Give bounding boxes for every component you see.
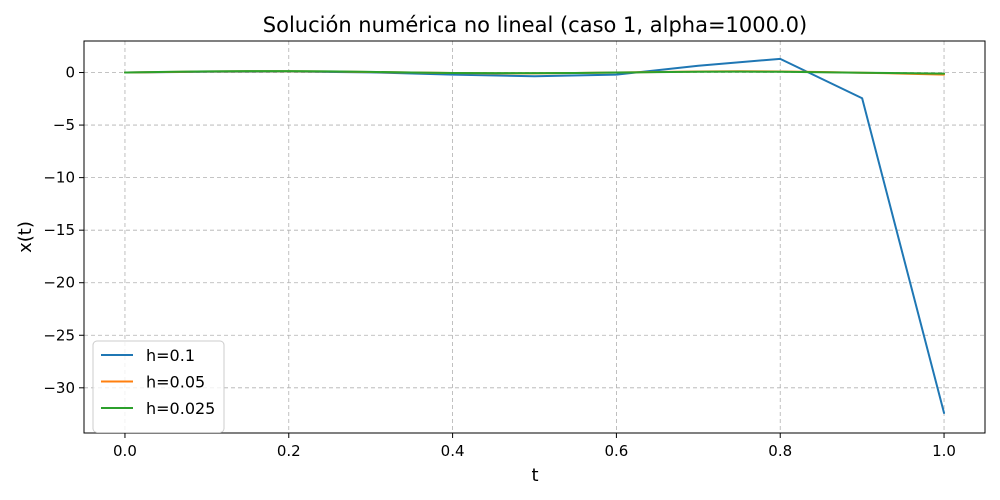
y-tick-label: −25 bbox=[43, 326, 75, 344]
y-tick-label: −30 bbox=[43, 379, 75, 397]
legend-label: h=0.025 bbox=[146, 399, 215, 418]
y-tick-label: −10 bbox=[43, 169, 75, 187]
series-line-3 bbox=[123, 70, 946, 75]
plot-frame bbox=[83, 40, 986, 434]
y-axis: 0 −5 −10 −15 −20 −25 −30 bbox=[43, 64, 84, 397]
legend-label: h=0.05 bbox=[146, 373, 205, 392]
y-tick-label: 0 bbox=[65, 64, 75, 82]
x-tick-label: 0.0 bbox=[113, 442, 137, 460]
x-tick-label: 0.8 bbox=[768, 442, 792, 460]
legend: h=0.1 h=0.05 h=0.025 bbox=[92, 340, 225, 433]
y-tick-label: −15 bbox=[43, 221, 75, 239]
x-tick-label: 0.4 bbox=[441, 442, 465, 460]
y-axis-label: x(t) bbox=[15, 221, 36, 253]
chart-title: Solución numérica no lineal (caso 1, alp… bbox=[263, 13, 807, 37]
x-axis: 0.0 0.2 0.4 0.6 0.8 1.0 bbox=[113, 433, 956, 460]
y-tick-label: −20 bbox=[43, 274, 75, 292]
x-tick-label: 1.0 bbox=[932, 442, 956, 460]
series-layer bbox=[123, 57, 946, 415]
legend-box bbox=[92, 340, 225, 433]
x-tick-label: 0.2 bbox=[277, 442, 301, 460]
x-axis-label: t bbox=[531, 465, 538, 486]
legend-label: h=0.1 bbox=[146, 346, 195, 365]
x-tick-label: 0.6 bbox=[604, 442, 628, 460]
series-line-1 bbox=[123, 57, 946, 415]
y-tick-label: −5 bbox=[53, 116, 75, 134]
